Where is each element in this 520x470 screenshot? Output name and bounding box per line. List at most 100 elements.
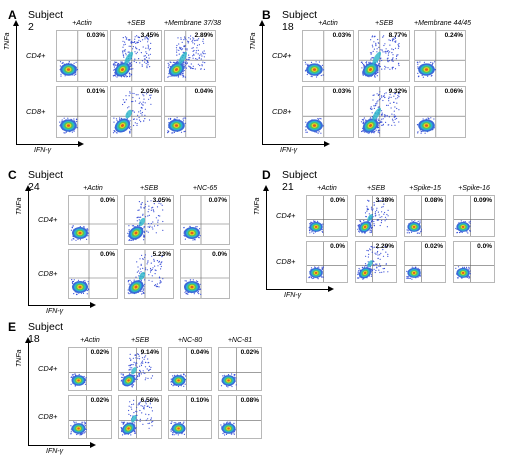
percentage-label: 0.0% [212,251,227,258]
percentage-label: 0.09% [473,197,492,204]
percentage-label: 0.02% [240,349,259,356]
flow-plot: 0.04% [168,347,212,391]
x-axis-line [28,445,90,446]
percentage-label: 2.89% [194,32,213,39]
panel-letter: C [8,168,17,182]
flow-plot: 0.10% [168,395,212,439]
percentage-label: 9.14% [140,349,159,356]
row-label: CD8+ [26,107,46,116]
percentage-label: 3.45% [140,32,159,39]
flow-plot: 9.32% [358,86,410,138]
row-label: CD4+ [276,211,296,220]
flow-plot: 0.03% [56,30,108,82]
flow-plot: 0.0% [180,249,230,299]
percentage-label: 0.01% [86,88,105,95]
x-axis-label: IFN-γ [46,448,64,455]
percentage-label: 0.08% [424,197,443,204]
flow-plot: 5.23% [124,249,174,299]
y-axis-line [28,191,29,305]
flow-plot: 0.02% [68,347,112,391]
x-axis-line [262,144,324,145]
percentage-label: 0.06% [444,88,463,95]
flow-plot: 0.02% [218,347,262,391]
flow-plot: 0.07% [180,195,230,245]
y-axis-arrow-icon [25,185,31,191]
x-axis-label: IFN-γ [46,308,64,315]
percentage-label: 0.08% [240,397,259,404]
flow-plot: 0.08% [218,395,262,439]
flow-plot: 0.01% [56,86,108,138]
y-axis-label: TNFa [16,197,23,216]
x-axis-line [266,289,328,290]
flow-plot: 8.77% [358,30,410,82]
x-axis-arrow-icon [90,302,96,308]
percentage-label: 3.38% [375,197,394,204]
x-axis-arrow-icon [328,286,334,292]
percentage-label: 6.56% [140,397,159,404]
percentage-label: 3.05% [152,197,171,204]
flow-plot: 3.05% [124,195,174,245]
percentage-label: 0.24% [444,32,463,39]
percentage-label: 5.23% [152,251,171,258]
flow-plot: 0.0% [68,195,118,245]
x-axis-arrow-icon [324,141,330,147]
y-axis-line [262,26,263,144]
condition-label: +SEB [126,20,146,27]
subject-label: Subject 18 [282,9,318,33]
flow-plot: 2.29% [355,241,397,283]
percentage-label: 0.0% [330,197,345,204]
condition-label: +SEB [366,185,386,192]
condition-label: +Actin [317,185,337,192]
x-axis-arrow-icon [78,141,84,147]
condition-label: +NC-80 [177,337,203,344]
percentage-label: 0.0% [330,243,345,250]
percentage-label: 0.03% [86,32,105,39]
flow-plot: 3.45% [110,30,162,82]
y-axis-line [16,26,17,144]
condition-label: +Spike-16 [458,185,490,192]
row-label: CD8+ [272,107,292,116]
condition-label: +NC-81 [227,337,253,344]
condition-label: +NC-65 [192,185,218,192]
y-axis-label: TNFa [254,197,261,216]
subject-label: Subject 21 [282,169,318,193]
y-axis-line [28,343,29,445]
condition-label: +Spike-15 [409,185,441,192]
flow-plot: 0.09% [453,195,495,237]
flow-plot: 0.02% [404,241,446,283]
condition-label: +SEB [130,337,150,344]
y-axis-label: TNFa [16,349,23,368]
row-label: CD4+ [272,51,292,60]
y-axis-arrow-icon [263,185,269,191]
flow-plot: 3.38% [355,195,397,237]
panel-letter: A [8,8,17,22]
percentage-label: 2.05% [140,88,159,95]
panel-letter: B [262,8,271,22]
percentage-label: 0.03% [332,88,351,95]
condition-label: +SEB [139,185,159,192]
row-label: CD8+ [276,257,296,266]
percentage-label: 0.0% [100,251,115,258]
y-axis-label: TNFa [4,32,11,51]
condition-label: +Actin [318,20,338,27]
subject-label: Subject 24 [28,169,64,193]
percentage-label: 0.0% [477,243,492,250]
condition-label: +Membrane 44/45 [414,20,472,27]
percentage-label: 0.02% [90,397,109,404]
percentage-label: 0.04% [190,349,209,356]
row-label: CD4+ [38,364,58,373]
flow-plot: 0.0% [453,241,495,283]
flow-plot: 0.04% [164,86,216,138]
row-label: CD8+ [38,412,58,421]
y-axis-arrow-icon [13,20,19,26]
percentage-label: 0.10% [190,397,209,404]
x-axis-label: IFN-γ [280,147,298,154]
x-axis-line [28,305,90,306]
y-axis-arrow-icon [25,337,31,343]
percentage-label: 0.03% [332,32,351,39]
percentage-label: 8.77% [388,32,407,39]
flow-plot: 0.02% [68,395,112,439]
flow-plot: 0.06% [414,86,466,138]
percentage-label: 9.32% [388,88,407,95]
condition-label: +Actin [72,20,92,27]
